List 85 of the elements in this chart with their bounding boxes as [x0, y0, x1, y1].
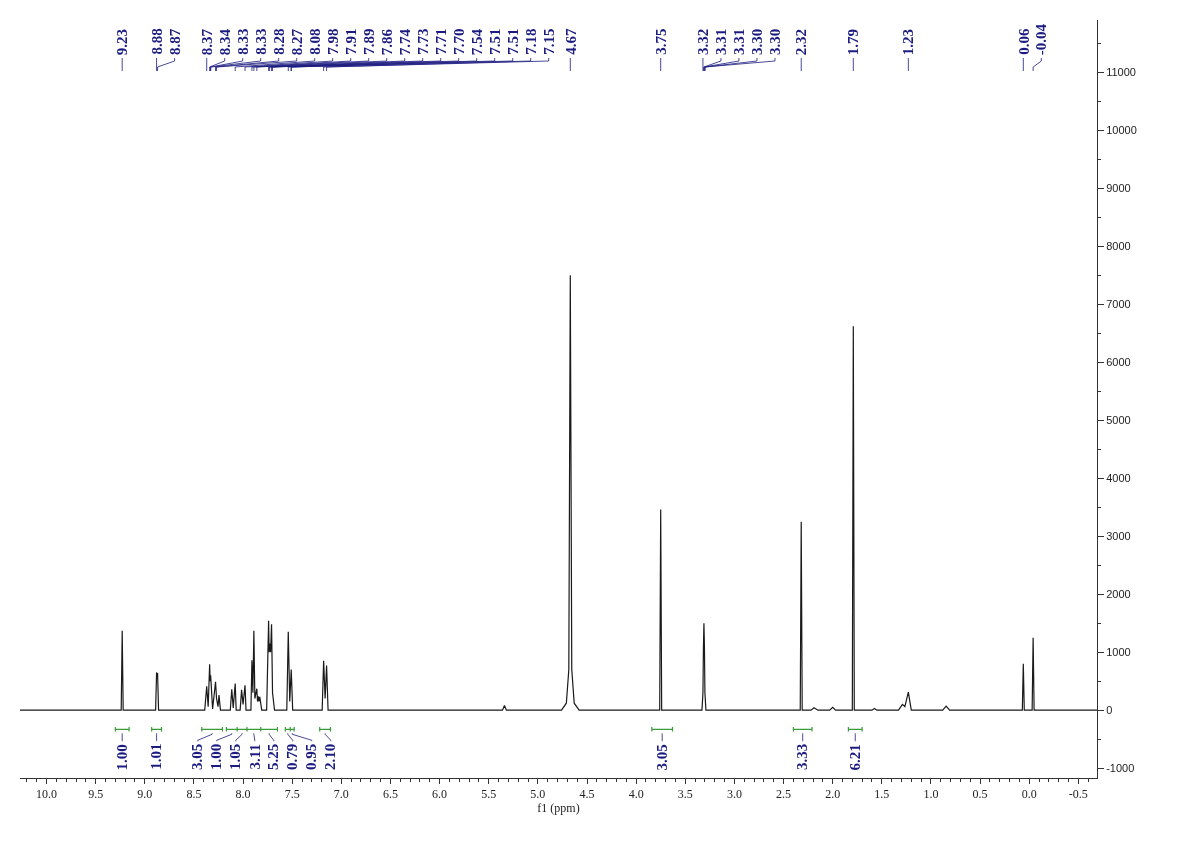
annotation: 7.54 — [469, 28, 486, 56]
annotation: 0.79 — [284, 743, 301, 771]
x-tick-label: 2.5 — [776, 787, 792, 802]
annotation: 4.67 — [562, 28, 579, 55]
y-tick-label: 9000 — [1106, 182, 1131, 195]
y-tick-label: 10000 — [1106, 124, 1137, 137]
x-tick-label: 1.0 — [923, 787, 939, 802]
annotation: 7.91 — [342, 28, 359, 55]
annotation: 8.27 — [289, 28, 306, 56]
x-tick-label: 8.5 — [186, 787, 202, 802]
x-tick-label: 7.0 — [333, 787, 349, 802]
annotation: 7.98 — [324, 28, 341, 55]
y-tick-label: 11000 — [1106, 66, 1136, 79]
x-axis-title: f1 (ppm) — [537, 801, 580, 816]
annotation: 7.15 — [540, 28, 557, 55]
line-series — [20, 274, 1097, 711]
annotation: 3.75 — [652, 28, 669, 55]
annotation: 2.32 — [793, 28, 810, 56]
annotation: 8.87 — [167, 28, 184, 56]
annotation: 3.32 — [694, 28, 711, 55]
annotation: 8.33 — [252, 28, 269, 55]
annotation: -0.04 — [1033, 23, 1050, 56]
x-tick-label: 6.5 — [382, 787, 398, 802]
y-tick-label: 4000 — [1106, 472, 1131, 485]
x-tick-label: 3.5 — [677, 787, 693, 802]
y-tick-label: 5000 — [1106, 414, 1131, 427]
annotation: 9.23 — [114, 28, 131, 56]
x-tick-label: 7.5 — [284, 787, 300, 802]
x-tick-label: 3.0 — [726, 787, 742, 802]
annotation: 1.05 — [227, 743, 244, 771]
x-tick-label: 5.5 — [481, 787, 497, 802]
annotation: 3.30 — [766, 28, 783, 55]
annotation: 1.00 — [208, 743, 225, 771]
annotation: 7.73 — [414, 28, 431, 55]
x-tick-label: 0.0 — [1021, 787, 1037, 802]
annotation: 2.10 — [322, 743, 339, 771]
annotation: 0.06 — [1015, 28, 1032, 55]
annotation: 5.25 — [265, 743, 282, 771]
y-tick-label: 3000 — [1106, 530, 1131, 543]
y-tick-label: 2000 — [1106, 588, 1131, 600]
y-tick-label: -1000 — [1106, 761, 1135, 774]
annotation: 7.89 — [360, 28, 377, 55]
annotation: 8.37 — [199, 28, 216, 56]
annotation: 7.51 — [486, 28, 503, 55]
x-tick-label: 6.0 — [432, 787, 448, 802]
x-tick-label: 10.0 — [36, 787, 58, 802]
x-tick-label: 5.0 — [530, 787, 546, 802]
annotation: 0.95 — [303, 743, 320, 771]
annotation: 8.34 — [217, 28, 234, 56]
annotation: 7.18 — [522, 28, 539, 55]
x-tick-label: 2.0 — [825, 787, 841, 802]
y-tick-label: 1000 — [1106, 646, 1131, 658]
annotation: 8.88 — [148, 28, 165, 55]
y-tick-label: 7000 — [1106, 298, 1131, 311]
x-tick-label: 1.5 — [874, 787, 890, 802]
annotation: 3.05 — [189, 743, 206, 771]
annotation: 3.30 — [748, 28, 765, 55]
x-tick-label: -0.5 — [1068, 787, 1088, 802]
annotation: 7.74 — [397, 28, 414, 56]
y-tick-label: 6000 — [1106, 356, 1131, 369]
annotation: 1.00 — [113, 744, 130, 771]
x-tick-label: 4.5 — [579, 787, 595, 802]
annotation: 7.51 — [504, 28, 521, 55]
annotation: 3.05 — [653, 744, 670, 771]
annotation: 1.23 — [900, 29, 917, 56]
annotation: 3.31 — [712, 28, 729, 55]
x-tick-label: 0.5 — [972, 787, 988, 802]
annotation: 8.08 — [306, 28, 323, 55]
y-tick-label: 8000 — [1106, 240, 1131, 253]
annotation: 8.33 — [234, 28, 251, 55]
annotation: 3.33 — [794, 743, 811, 770]
x-tick-label: 9.0 — [137, 787, 153, 802]
x-tick-label: 4.0 — [628, 787, 644, 802]
x-tick-label: 8.0 — [235, 787, 251, 802]
x-tick-label: 9.5 — [88, 787, 104, 802]
y-tick-label: 0 — [1106, 704, 1113, 716]
annotation: 3.31 — [730, 28, 747, 55]
annotation: 6.21 — [846, 744, 863, 771]
annotation: 1.79 — [845, 29, 862, 56]
annotation: 7.71 — [432, 28, 449, 55]
annotation: 7.86 — [379, 28, 396, 56]
annotation: 7.70 — [450, 28, 467, 55]
annotation: 8.28 — [270, 28, 287, 55]
annotation: 3.11 — [246, 744, 263, 770]
annotation: 1.01 — [148, 743, 165, 770]
